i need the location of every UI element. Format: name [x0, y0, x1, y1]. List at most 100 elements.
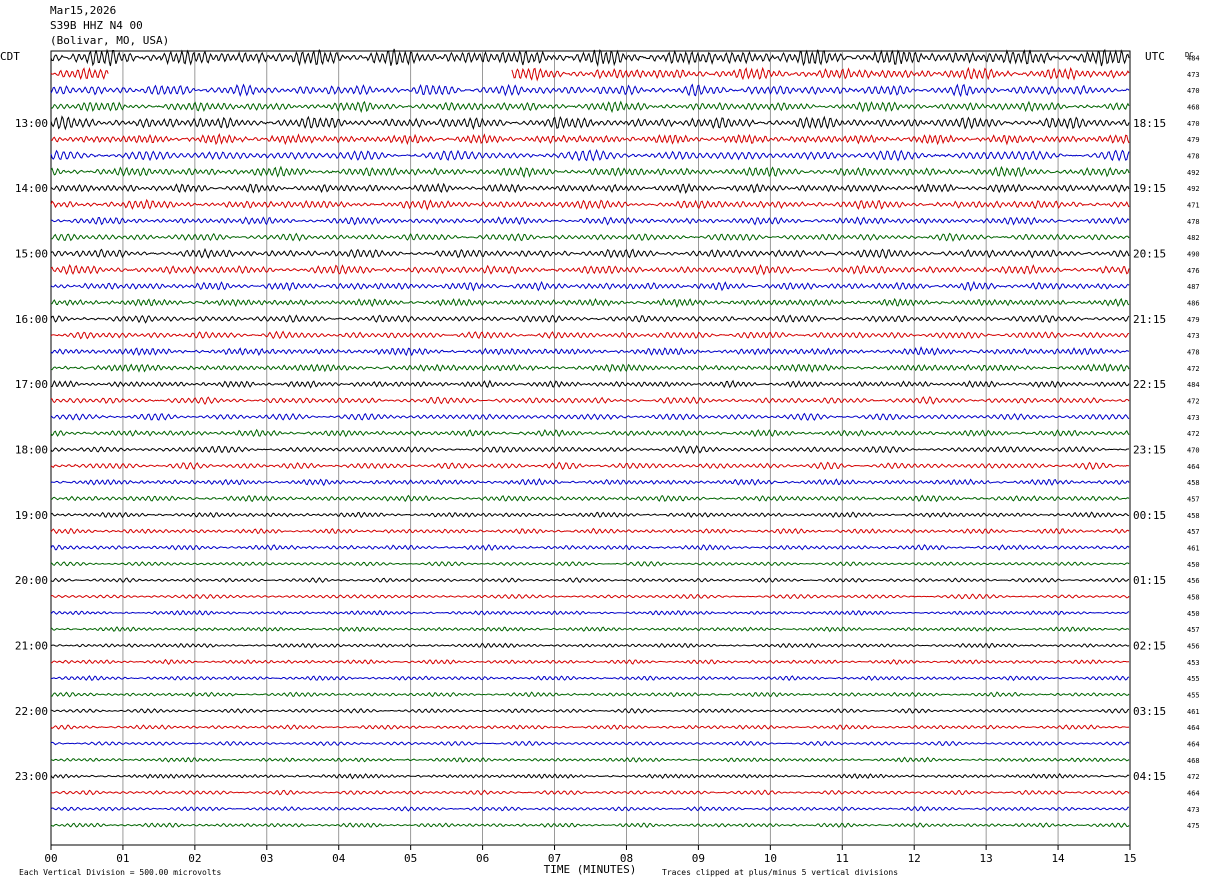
- seismic-trace: [50, 247, 1130, 260]
- dc-offset-label: 468: [1187, 757, 1200, 765]
- seismic-trace: [50, 577, 1130, 584]
- x-tick-label: 11: [836, 852, 849, 865]
- seismic-trace: [50, 561, 1130, 567]
- x-tick-label: 08: [620, 852, 633, 865]
- hour-label-utc: 23:15: [1133, 444, 1166, 457]
- hour-label-cdt: 22:00: [15, 705, 48, 718]
- x-tick-label: 14: [1051, 852, 1065, 865]
- seismic-trace: [50, 444, 1130, 455]
- hour-label-utc: 04:15: [1133, 770, 1166, 783]
- x-tick-label: 15: [1123, 852, 1136, 865]
- hour-label-cdt: 15:00: [15, 248, 48, 261]
- dc-offset-label: 472: [1187, 365, 1200, 373]
- seismic-trace: [50, 527, 1130, 535]
- seismic-trace: [50, 609, 1130, 616]
- hour-label-utc: 19:15: [1133, 182, 1166, 195]
- dc-offset-label: 456: [1187, 643, 1200, 651]
- seismic-trace: [50, 66, 1130, 82]
- station-code: S39B HHZ N4 00: [50, 19, 143, 32]
- dc-offset-label: 487: [1187, 283, 1200, 291]
- x-tick-label: 06: [476, 852, 489, 865]
- dc-offset-label: 478: [1187, 153, 1200, 161]
- seismic-trace: [50, 789, 1130, 796]
- left-axis-label: CDT: [0, 50, 20, 63]
- dc-offset-label: 470: [1187, 120, 1200, 128]
- dc-offset-label: 473: [1187, 71, 1200, 79]
- dc-offset-label: 461: [1187, 545, 1200, 553]
- seismic-trace: [50, 48, 1130, 67]
- seismic-trace: [50, 314, 1130, 324]
- clip-note: Traces clipped at plus/minus 5 vertical …: [662, 868, 898, 877]
- dc-offset-label: 470: [1187, 447, 1200, 455]
- seismic-trace: [50, 379, 1130, 389]
- right-axis-label: UTC: [1145, 50, 1165, 63]
- seismic-trace: [50, 708, 1130, 714]
- hour-label-cdt: 23:00: [15, 770, 48, 783]
- x-tick-label: 13: [980, 852, 993, 865]
- hour-label-utc: 21:15: [1133, 313, 1166, 326]
- dc-offset-label: 484: [1187, 55, 1200, 63]
- seismic-trace: [50, 691, 1130, 698]
- dc-offset-label: 492: [1187, 169, 1200, 177]
- hour-label-utc: 22:15: [1133, 378, 1166, 391]
- seismic-trace: [50, 396, 1130, 406]
- seismic-trace: [50, 232, 1130, 242]
- x-tick-label: 01: [116, 852, 129, 865]
- seismic-trace: [50, 100, 1130, 114]
- seismic-trace: [50, 822, 1130, 829]
- dc-offset-label: 492: [1187, 185, 1200, 193]
- hour-label-cdt: 20:00: [15, 574, 48, 587]
- seismic-trace: [50, 412, 1130, 421]
- dc-offset-label: 479: [1187, 136, 1200, 144]
- seismic-trace: [50, 428, 1130, 438]
- hour-label-utc: 18:15: [1133, 117, 1166, 130]
- dc-offset-label: 490: [1187, 251, 1200, 259]
- x-tick-label: 12: [908, 852, 921, 865]
- dc-offset-label: 484: [1187, 381, 1200, 389]
- seismic-trace: [50, 675, 1130, 682]
- seismic-trace: [50, 182, 1130, 194]
- dc-offset-label: 464: [1187, 790, 1200, 798]
- dc-offset-label: 473: [1187, 332, 1200, 340]
- seismic-trace: [50, 330, 1130, 340]
- seismic-trace: [50, 198, 1130, 211]
- dc-offset-label: 482: [1187, 234, 1200, 242]
- dc-offset-label: 471: [1187, 202, 1200, 210]
- seismic-trace: [50, 148, 1130, 162]
- dc-offset-label: 458: [1187, 512, 1200, 520]
- dc-offset-label: 472: [1187, 773, 1200, 781]
- seismic-trace: [50, 543, 1130, 551]
- seismic-trace: [50, 773, 1130, 780]
- hour-label-cdt: 18:00: [15, 444, 48, 457]
- seismic-trace: [50, 165, 1130, 179]
- seismic-trace: [50, 132, 1130, 146]
- dc-offset-label: 479: [1187, 316, 1200, 324]
- seismic-trace: [50, 280, 1130, 292]
- seismic-trace: [50, 642, 1130, 649]
- seismic-trace: [50, 461, 1130, 471]
- x-tick-label: 09: [692, 852, 705, 865]
- dc-offset-label: 458: [1187, 594, 1200, 602]
- seismic-trace: [50, 756, 1130, 763]
- hour-label-cdt: 14:00: [15, 182, 48, 195]
- seismic-trace: [50, 297, 1130, 309]
- dc-offset-label: 472: [1187, 430, 1200, 438]
- dc-offset-label: 461: [1187, 708, 1200, 716]
- dc-offset-label: 457: [1187, 528, 1200, 536]
- dc-column-label: DC: [1185, 51, 1193, 59]
- hour-label-utc: 00:15: [1133, 509, 1166, 522]
- dc-offset-label: 457: [1187, 496, 1200, 504]
- seismic-trace: [50, 477, 1130, 487]
- hour-label-utc: 01:15: [1133, 574, 1166, 587]
- seismic-trace: [50, 724, 1130, 731]
- hour-label-cdt: 21:00: [15, 640, 48, 653]
- hour-label-utc: 02:15: [1133, 640, 1166, 653]
- scale-note: Each Vertical Division = 500.00 microvol…: [19, 868, 221, 877]
- station-location: (Bolivar, MO, USA): [50, 34, 170, 47]
- dc-offset-label: 456: [1187, 577, 1200, 585]
- hour-label-cdt: 17:00: [15, 378, 48, 391]
- dc-offset-label: 464: [1187, 463, 1200, 471]
- seismic-trace: [50, 626, 1130, 633]
- hour-label-cdt: 16:00: [15, 313, 48, 326]
- hour-label-utc: 03:15: [1133, 705, 1166, 718]
